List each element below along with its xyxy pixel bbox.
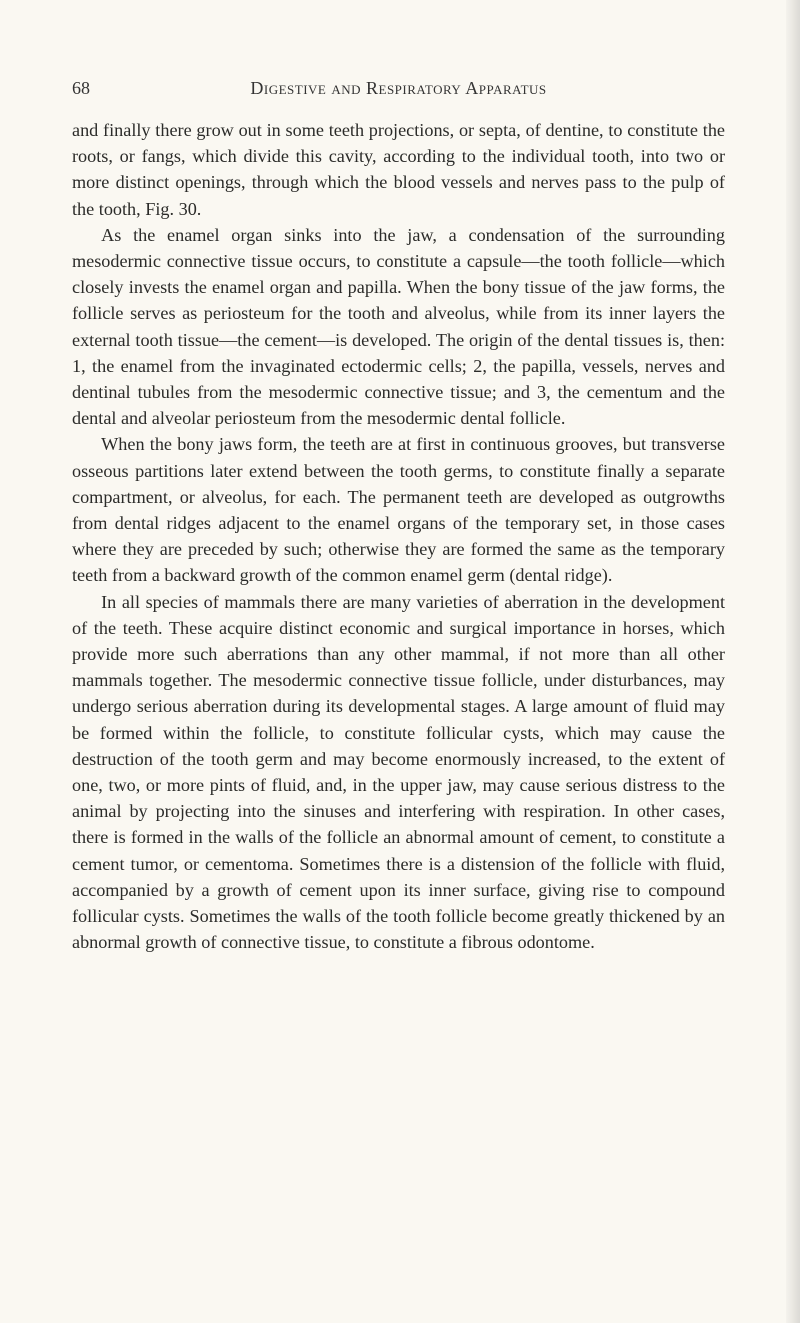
page-header: 68 Digestive and Respiratory Apparatus <box>72 78 725 99</box>
paragraph: As the enamel organ sinks into the jaw, … <box>72 222 725 432</box>
paragraph: When the bony jaws form, the teeth are a… <box>72 431 725 588</box>
paragraph: and finally there grow out in some teeth… <box>72 117 725 222</box>
running-head: Digestive and Respiratory Apparatus <box>112 78 725 99</box>
page-number: 68 <box>72 78 112 99</box>
body-text: and finally there grow out in some teeth… <box>72 117 725 956</box>
document-page: 68 Digestive and Respiratory Apparatus a… <box>0 0 800 1323</box>
paragraph: In all species of mammals there are many… <box>72 589 725 956</box>
